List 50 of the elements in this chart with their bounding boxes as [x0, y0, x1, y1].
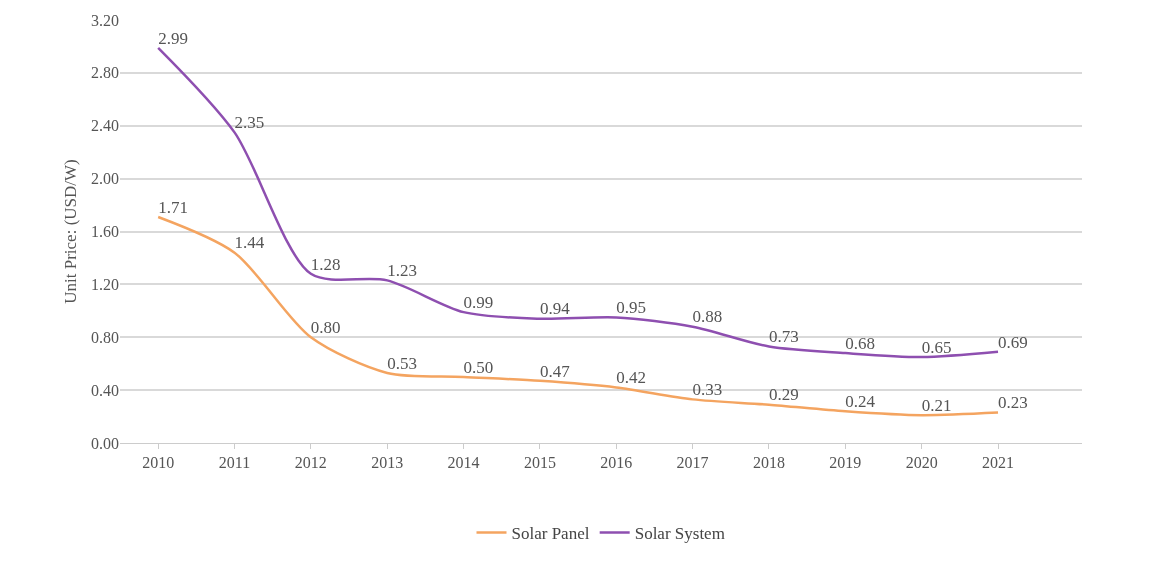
data-label: 0.65	[921, 337, 952, 357]
data-label: 1.28	[310, 254, 341, 274]
legend-label: Solar System	[634, 524, 725, 544]
x-tick-label: 2018	[752, 454, 785, 472]
x-tick-label: 2016	[600, 454, 633, 472]
data-label: 2.35	[234, 113, 265, 133]
y-tick-label: 0.00	[91, 434, 119, 452]
x-tick-label: 2014	[447, 454, 480, 472]
data-label: 0.73	[768, 327, 799, 347]
line-series	[156, 46, 1000, 359]
x-tick-label: 2017	[676, 454, 709, 472]
data-label: 0.47	[539, 361, 571, 381]
data-label: 0.50	[463, 357, 494, 377]
x-tick-label: 2020	[905, 454, 938, 472]
data-label: 1.44	[234, 233, 265, 253]
x-tick-label: 2010	[142, 454, 175, 472]
data-label: 0.33	[692, 380, 723, 400]
y-axis-title: Unit Price: (USD/W)	[61, 159, 80, 304]
data-label: 0.94	[539, 299, 571, 319]
y-tick-label: 0.80	[91, 328, 119, 346]
y-tick-label: 2.80	[91, 64, 119, 82]
data-label: 0.95	[616, 298, 647, 318]
data-label: 2.99	[158, 28, 188, 48]
data-label: 1.71	[158, 197, 188, 217]
data-label: 1.23	[387, 261, 417, 281]
data-label: 0.23	[998, 393, 1028, 413]
x-tick-label: 2015	[523, 454, 556, 472]
data-label: 0.29	[768, 385, 799, 405]
data-label: 0.53	[387, 353, 417, 373]
data-label: 0.99	[463, 292, 494, 312]
y-tick-label: 0.40	[91, 381, 119, 399]
data-label: 0.80	[310, 318, 341, 337]
y-tick-label: 2.40	[91, 117, 119, 135]
x-tick-label: 2021	[982, 454, 1015, 472]
data-label: 0.21	[921, 395, 952, 415]
y-tick-label: 2.00	[91, 170, 119, 188]
data-label: 0.88	[692, 307, 723, 327]
x-tick-label: 2013	[371, 454, 404, 472]
data-label: 0.24	[845, 392, 876, 412]
legend-label: Solar Panel	[511, 524, 590, 544]
y-tick-label: 3.20	[91, 11, 119, 29]
data-label: 0.68	[845, 333, 876, 353]
x-tick-label: 2011	[218, 454, 251, 472]
data-label: 0.69	[998, 332, 1028, 352]
y-tick-label: 1.20	[91, 275, 119, 293]
line-series	[156, 215, 1000, 417]
x-tick-label: 2019	[829, 454, 862, 472]
data-label: 0.42	[616, 368, 647, 388]
y-tick-label: 1.60	[91, 223, 119, 241]
x-tick-label: 2012	[294, 454, 327, 472]
